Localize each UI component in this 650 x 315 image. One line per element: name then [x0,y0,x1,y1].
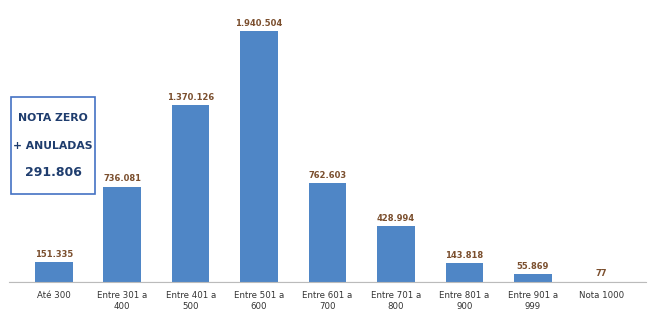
Bar [377,226,415,282]
Text: 143.818: 143.818 [445,251,484,260]
Bar [240,31,278,282]
Text: 151.335: 151.335 [34,250,73,259]
Text: 55.869: 55.869 [517,262,549,271]
Bar [309,183,346,282]
Text: 762.603: 762.603 [309,171,346,180]
Bar [514,274,552,282]
Text: 1.940.504: 1.940.504 [235,19,283,28]
Text: 428.994: 428.994 [377,214,415,223]
Text: + ANULADAS: + ANULADAS [13,140,93,151]
Bar [35,262,73,282]
FancyBboxPatch shape [11,97,95,194]
Bar [172,105,209,282]
Text: 77: 77 [595,269,607,278]
Bar [103,187,141,282]
Text: NOTA ZERO: NOTA ZERO [18,113,88,123]
Text: 291.806: 291.806 [25,166,81,179]
Text: 1.370.126: 1.370.126 [167,93,214,101]
Text: 736.081: 736.081 [103,175,141,183]
Bar [446,263,483,282]
